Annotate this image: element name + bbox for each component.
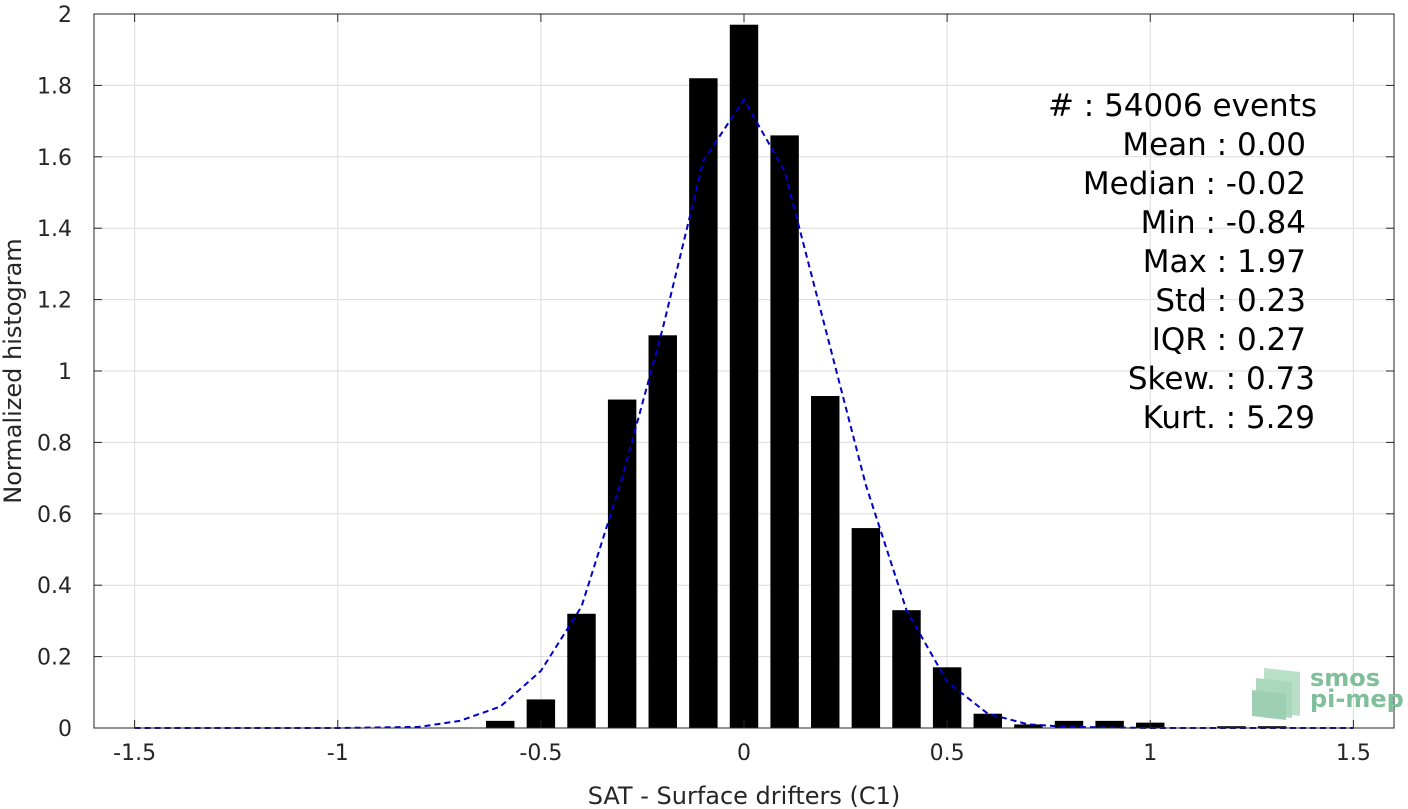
x-tick-label: -1 — [327, 741, 349, 766]
y-tick-label: 1.2 — [37, 289, 72, 314]
histogram-bar — [770, 135, 799, 728]
x-axis-label: SAT - Surface drifters (C1) — [588, 782, 901, 809]
x-tick-label: 0 — [737, 741, 751, 766]
histogram-bar — [892, 610, 921, 728]
x-tick-label: -1.5 — [113, 741, 156, 766]
x-tick-label: 1.5 — [1336, 741, 1371, 766]
logo-line1: smos — [1310, 664, 1380, 692]
histogram-bar — [689, 78, 718, 728]
y-tick-label: 2 — [58, 3, 72, 28]
histogram-bar — [932, 667, 962, 728]
y-tick-label: 1.4 — [37, 217, 72, 242]
stat-line: Kurt. : 5.29 — [1143, 400, 1315, 436]
histogram-bar — [567, 613, 596, 728]
stat-line: Mean : 0.00 — [1122, 127, 1306, 163]
y-tick-label: 0.6 — [37, 503, 72, 528]
y-tick-label: 0.8 — [37, 431, 72, 456]
y-tick-label: 0 — [58, 717, 72, 742]
smos-pi-mep-logo: smos pi-mep — [1252, 664, 1404, 720]
histogram-bar — [486, 720, 515, 728]
y-tick-label: 1.6 — [37, 146, 72, 171]
x-tick-label: -0.5 — [519, 741, 562, 766]
logo-mark-icon — [1252, 668, 1300, 720]
histogram-bar — [729, 24, 759, 728]
logo-line2: pi-mep — [1310, 685, 1404, 713]
histogram-bar — [1095, 720, 1124, 728]
y-tick-label: 1.8 — [37, 74, 72, 99]
histogram-bars — [486, 24, 1287, 728]
stat-line: Skew. : 0.73 — [1128, 361, 1315, 397]
histogram-bar — [1054, 720, 1084, 728]
histogram-bar — [648, 335, 677, 728]
histogram-bar — [973, 713, 1002, 728]
x-tick-label: 0.5 — [930, 741, 965, 766]
stat-line: Std : 0.23 — [1155, 283, 1306, 319]
y-tick-label: 0.2 — [37, 646, 72, 671]
stat-line: # : 54006 events — [1048, 88, 1317, 124]
stat-line: Min : -0.84 — [1141, 205, 1306, 241]
axis-ticks: -1.5 -1 -0.5 0 0.5 1 1.5 0 0.2 0.4 0.6 0.8 1 1.2 1.4 1.… — [37, 3, 1394, 766]
y-tick-label: 1 — [58, 360, 72, 385]
stat-line: IQR : 0.27 — [1152, 322, 1306, 358]
stat-line: Max : 1.97 — [1143, 244, 1306, 280]
histogram-bar — [811, 395, 840, 728]
stat-line: Median : -0.02 — [1083, 166, 1306, 202]
histogram-bar — [1014, 724, 1043, 728]
histogram-bar — [851, 528, 881, 728]
fit-curve — [134, 97, 1354, 729]
x-tick-label: 1 — [1143, 741, 1157, 766]
y-tick-label: 0.4 — [37, 574, 72, 599]
histogram-bar — [607, 399, 637, 728]
y-axis-label: Normalized histogram — [0, 238, 27, 503]
